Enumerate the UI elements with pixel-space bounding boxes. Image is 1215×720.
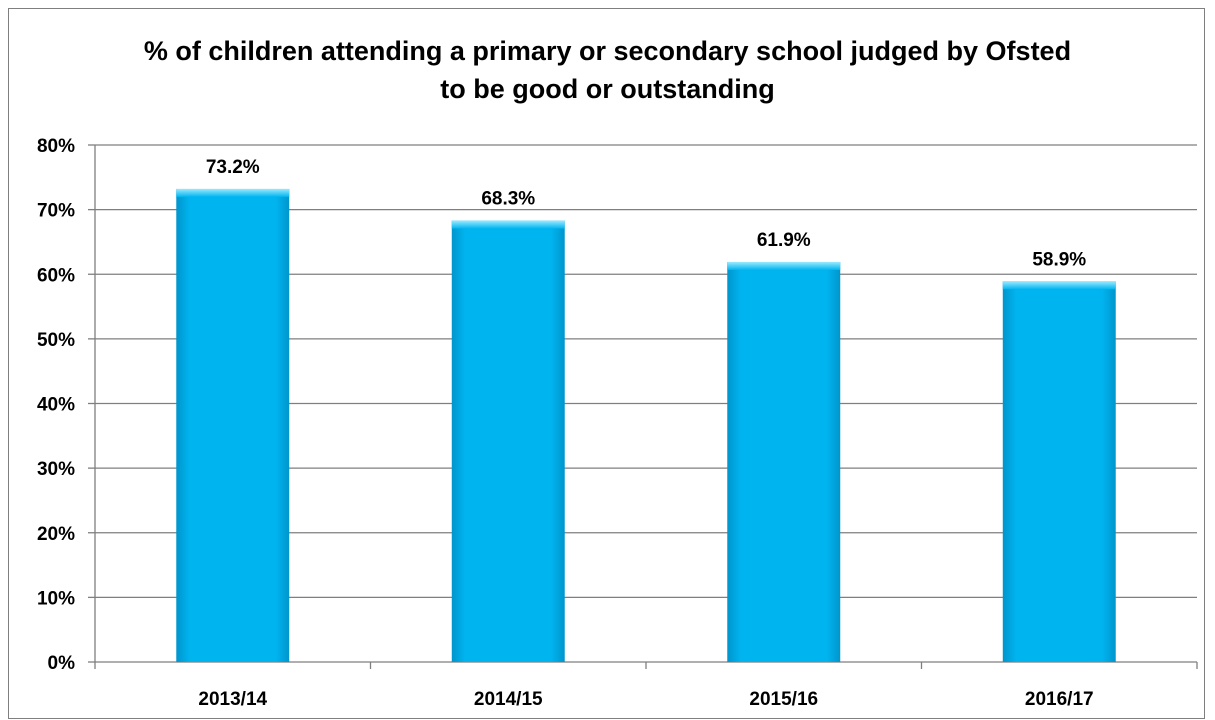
bars: [176, 188, 1116, 662]
labels: 0% 10% 20% 30% 40% 50% 60% 70% 80% 73.2% 2013/14 68…: [37, 136, 1094, 710]
bar: [176, 188, 290, 662]
y-tick-label: 10%: [37, 588, 75, 609]
x-tick-label: 2016/17: [1025, 689, 1094, 710]
y-tick-label: 80%: [37, 136, 75, 157]
y-tick-label: 20%: [37, 524, 75, 545]
y-tick-label: 40%: [37, 395, 75, 416]
y-tick-label: 30%: [37, 459, 75, 480]
bar: [451, 220, 565, 662]
x-tick-label: 2014/15: [474, 689, 543, 710]
bar-top-highlight: [727, 261, 841, 270]
chart-title-line-1: % of children attending a primary or sec…: [143, 36, 1072, 66]
y-tick-label: 70%: [37, 201, 75, 222]
bar-top-highlight: [176, 188, 290, 197]
data-label: 61.9%: [757, 230, 811, 251]
x-tick-label: 2013/14: [198, 689, 267, 710]
x-tick-label: 2015/16: [749, 689, 818, 710]
bar: [1002, 281, 1116, 662]
bar-top-highlight: [1002, 281, 1116, 290]
bar-top-highlight: [451, 220, 565, 229]
chart-title-line-2: to be good or outstanding: [440, 74, 775, 104]
bar: [727, 261, 841, 662]
data-label: 68.3%: [481, 189, 535, 210]
y-tick-label: 60%: [37, 265, 75, 286]
y-tick-label: 0%: [48, 653, 76, 674]
data-label: 73.2%: [206, 157, 260, 178]
chart-title: % of children attending a primary or sec…: [0, 32, 1215, 108]
y-tick-label: 50%: [37, 330, 75, 351]
data-label: 58.9%: [1032, 249, 1086, 270]
